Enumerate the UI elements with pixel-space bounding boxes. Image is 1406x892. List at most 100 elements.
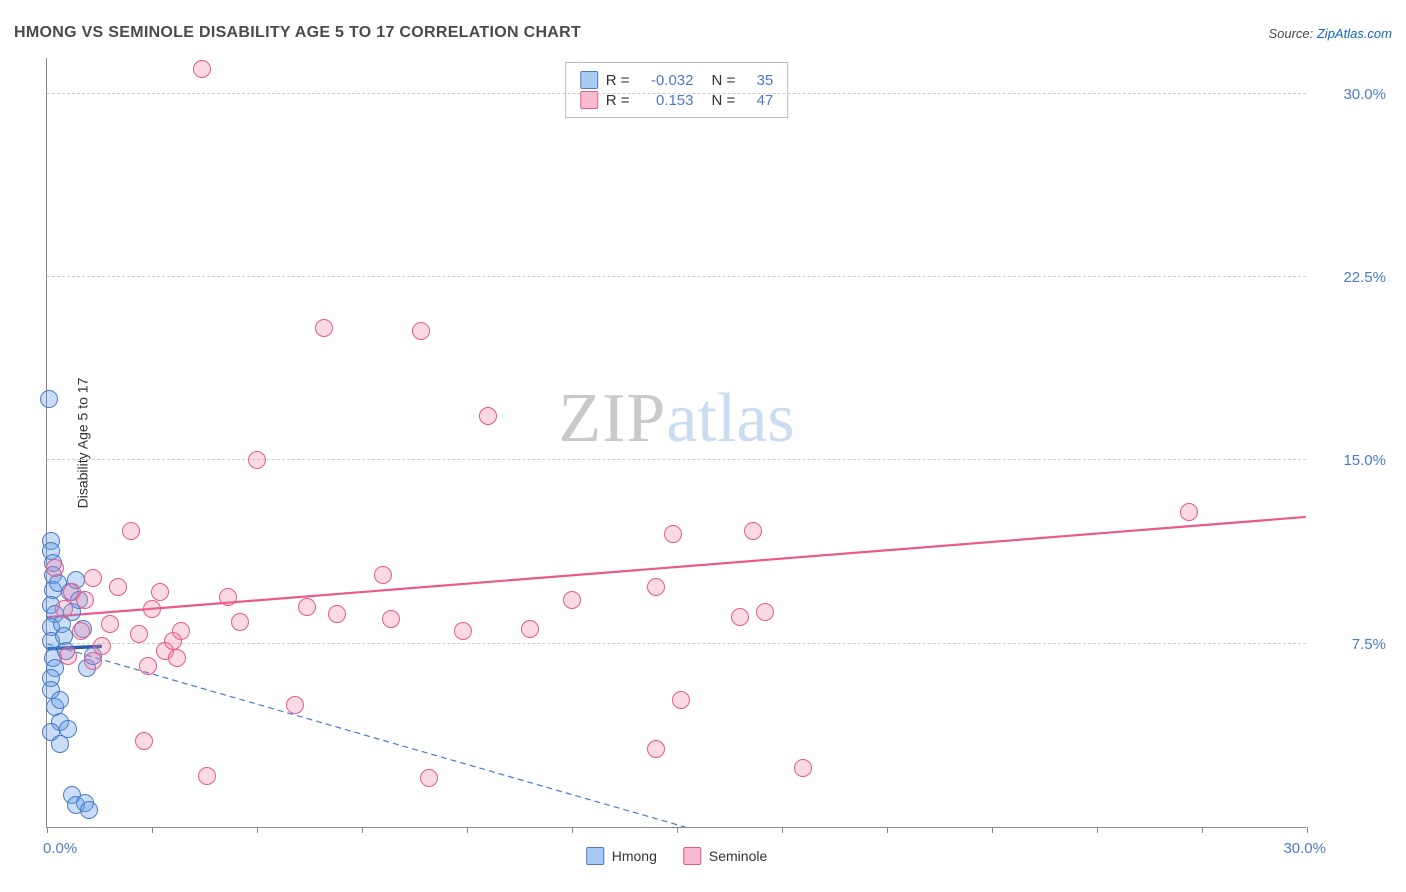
data-point (315, 319, 333, 337)
scatter-plot: Disability Age 5 to 17 ZIPatlas R = -0.03… (46, 58, 1306, 828)
data-point (647, 578, 665, 596)
data-point (219, 588, 237, 606)
data-point (412, 322, 430, 340)
x-axis-tick (1202, 827, 1203, 833)
data-point (563, 591, 581, 609)
legend-item: Hmong (586, 847, 657, 865)
legend-swatch (683, 847, 701, 865)
data-point (286, 696, 304, 714)
data-point (248, 451, 266, 469)
trend-lines (47, 58, 1306, 827)
data-point (454, 622, 472, 640)
watermark: ZIPatlas (558, 379, 794, 459)
legend-swatch (580, 91, 598, 109)
legend-swatch (586, 847, 604, 865)
legend-n-value: 35 (743, 72, 773, 89)
grid-line (47, 93, 1306, 94)
y-axis-title: Disability Age 5 to 17 (74, 377, 90, 508)
y-axis-tick-label: 30.0% (1316, 86, 1386, 103)
legend-r-label: R = (606, 72, 630, 89)
data-point (168, 649, 186, 667)
data-point (72, 622, 90, 640)
legend-swatch (580, 71, 598, 89)
x-axis-tick (1097, 827, 1098, 833)
data-point (231, 613, 249, 631)
data-point (744, 522, 762, 540)
x-axis-tick (1307, 827, 1308, 833)
chart-title: HMONG VS SEMINOLE DISABILITY AGE 5 TO 17… (14, 24, 581, 42)
x-axis-tick (47, 827, 48, 833)
x-axis-tick (362, 827, 363, 833)
data-point (51, 691, 69, 709)
x-axis-tick (467, 827, 468, 833)
legend-row: R = 0.153 N = 47 (580, 91, 774, 109)
data-point (80, 801, 98, 819)
data-point (59, 720, 77, 738)
legend-n-label: N = (712, 72, 736, 89)
x-axis-tick (572, 827, 573, 833)
header: HMONG VS SEMINOLE DISABILITY AGE 5 TO 17… (14, 24, 1392, 42)
x-axis-tick (152, 827, 153, 833)
grid-line (47, 276, 1306, 277)
x-axis-tick (992, 827, 993, 833)
data-point (672, 691, 690, 709)
data-point (76, 591, 94, 609)
data-point (40, 390, 58, 408)
data-point (143, 600, 161, 618)
data-point (93, 637, 111, 655)
legend-item: Seminole (683, 847, 767, 865)
data-point (374, 566, 392, 584)
data-point (731, 608, 749, 626)
legend-r-value: 0.153 (638, 92, 694, 109)
legend-label: Hmong (612, 848, 657, 864)
data-point (151, 583, 169, 601)
source-link[interactable]: ZipAtlas.com (1317, 26, 1392, 41)
legend-r-value: -0.032 (638, 72, 694, 89)
data-point (84, 569, 102, 587)
legend-n-value: 47 (743, 92, 773, 109)
data-point (521, 620, 539, 638)
data-point (479, 407, 497, 425)
data-point (139, 657, 157, 675)
source-prefix: Source: (1268, 26, 1316, 41)
data-point (328, 605, 346, 623)
data-point (1180, 503, 1198, 521)
y-axis-tick-label: 7.5% (1316, 636, 1386, 653)
data-point (135, 732, 153, 750)
y-axis-tick-label: 22.5% (1316, 269, 1386, 286)
data-point (130, 625, 148, 643)
data-point (172, 622, 190, 640)
watermark-atlas: atlas (666, 380, 794, 457)
legend-row: R = -0.032 N = 35 (580, 71, 774, 89)
data-point (756, 603, 774, 621)
data-point (122, 522, 140, 540)
y-axis-tick-label: 15.0% (1316, 452, 1386, 469)
source-attribution: Source: ZipAtlas.com (1268, 26, 1392, 41)
x-axis-tick (887, 827, 888, 833)
data-point (794, 759, 812, 777)
data-point (420, 769, 438, 787)
x-axis-tick (677, 827, 678, 833)
data-point (193, 60, 211, 78)
data-point (46, 559, 64, 577)
data-point (647, 740, 665, 758)
grid-line (47, 643, 1306, 644)
legend-r-label: R = (606, 92, 630, 109)
legend-label: Seminole (709, 848, 767, 864)
data-point (664, 525, 682, 543)
data-point (55, 600, 73, 618)
data-point (198, 767, 216, 785)
legend-correlation: R = -0.032 N = 35 R = 0.153 N = 47 (565, 62, 789, 118)
data-point (59, 647, 77, 665)
grid-line (47, 459, 1306, 460)
x-axis-tick (782, 827, 783, 833)
data-point (382, 610, 400, 628)
legend-series: Hmong Seminole (586, 847, 768, 865)
watermark-zip: ZIP (558, 380, 666, 457)
data-point (101, 615, 119, 633)
data-point (109, 578, 127, 596)
data-point (298, 598, 316, 616)
x-axis-min-label: 0.0% (43, 840, 77, 857)
legend-n-label: N = (712, 92, 736, 109)
x-axis-tick (257, 827, 258, 833)
